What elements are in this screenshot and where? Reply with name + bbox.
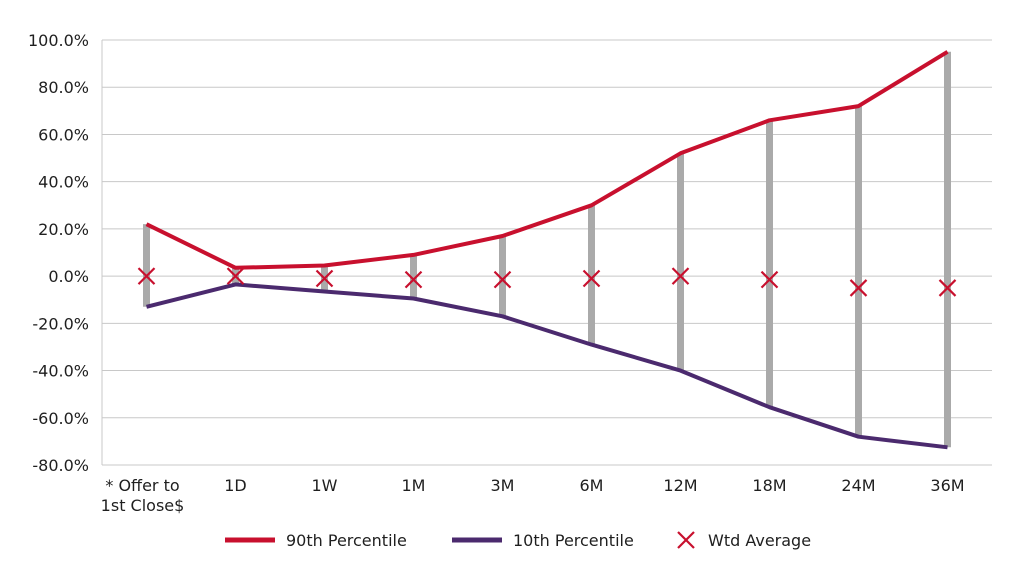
x-axis-tick-labels: * Offer to 1st Close$ 1D 1W 1M 3M 6M 12M 18M 24M 3… xyxy=(101,476,965,515)
x-tick-label: * Offer to 1st Close$ xyxy=(101,476,185,515)
y-tick-label: -60.0% xyxy=(32,409,89,428)
avg-marker-x xyxy=(137,267,156,285)
x-tick-label: 12M xyxy=(663,476,697,495)
x-tick-label: 18M xyxy=(752,476,786,495)
y-tick-label: 20.0% xyxy=(38,220,89,239)
legend-swatch-avg-x-icon xyxy=(677,531,695,549)
avg-marker-x xyxy=(671,267,690,285)
x-tick-label: 6M xyxy=(580,476,604,495)
y-tick-label: 80.0% xyxy=(38,78,89,97)
series-lines xyxy=(145,50,949,450)
avg-marker-x xyxy=(938,279,957,297)
avg-marker-x xyxy=(404,270,423,289)
series-line-10th-percentile xyxy=(146,282,948,450)
gridlines xyxy=(101,39,992,466)
avg-marker-x xyxy=(760,270,779,289)
y-tick-label: -40.0% xyxy=(32,362,89,381)
average-markers xyxy=(137,267,957,297)
avg-marker-x xyxy=(582,269,601,288)
avg-marker-x xyxy=(315,269,334,288)
y-tick-label: 60.0% xyxy=(38,125,89,144)
avg-marker-x xyxy=(493,270,512,289)
series-line-90th-percentile xyxy=(145,50,949,270)
legend-label-avg: Wtd Average xyxy=(708,531,811,550)
y-axis-tick-labels: 100.0% 80.0% 60.0% 40.0% 20.0% 0.0% -20.0% -40.… xyxy=(28,31,89,475)
y-tick-label: 40.0% xyxy=(38,173,89,192)
x-tick-label: 1W xyxy=(312,476,338,495)
y-tick-label: 0.0% xyxy=(48,267,89,286)
y-tick-label: -20.0% xyxy=(32,314,89,333)
y-tick-label: -80.0% xyxy=(32,456,89,475)
x-tick-label: 36M xyxy=(930,476,964,495)
legend-label-10th: 10th Percentile xyxy=(513,531,634,550)
avg-marker-x xyxy=(226,267,245,285)
avg-marker-x xyxy=(849,279,868,297)
x-tick-label: 1D xyxy=(224,476,247,495)
x-tick-label: 3M xyxy=(491,476,515,495)
x-tick-label: 24M xyxy=(841,476,875,495)
legend: 90th Percentile 10th Percentile Wtd Aver… xyxy=(225,531,811,550)
legend-label-90th: 90th Percentile xyxy=(286,531,407,550)
x-tick-label: 1M xyxy=(402,476,426,495)
y-tick-label: 100.0% xyxy=(28,31,89,50)
